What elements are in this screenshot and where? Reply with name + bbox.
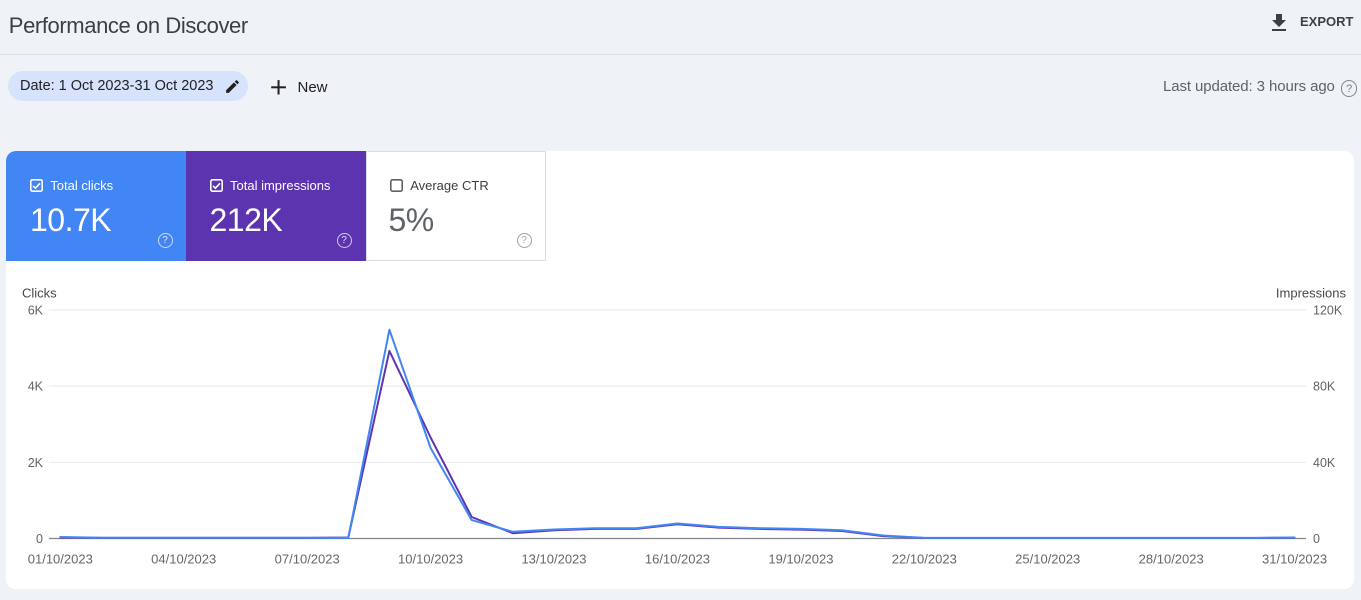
svg-text:Clicks: Clicks bbox=[22, 286, 57, 301]
svg-text:80K: 80K bbox=[1313, 380, 1336, 394]
svg-text:13/10/2023: 13/10/2023 bbox=[521, 552, 586, 567]
svg-text:28/10/2023: 28/10/2023 bbox=[1139, 552, 1204, 567]
svg-text:0: 0 bbox=[1313, 532, 1320, 546]
svg-text:4K: 4K bbox=[28, 380, 44, 394]
svg-text:6K: 6K bbox=[28, 303, 44, 317]
svg-text:31/10/2023: 31/10/2023 bbox=[1262, 552, 1327, 567]
svg-text:19/10/2023: 19/10/2023 bbox=[768, 552, 833, 567]
svg-text:2K: 2K bbox=[28, 456, 44, 470]
svg-text:22/10/2023: 22/10/2023 bbox=[892, 552, 957, 567]
svg-text:40K: 40K bbox=[1313, 456, 1336, 470]
svg-text:10/10/2023: 10/10/2023 bbox=[398, 552, 463, 567]
svg-text:25/10/2023: 25/10/2023 bbox=[1015, 552, 1080, 567]
svg-text:120K: 120K bbox=[1313, 303, 1343, 317]
svg-text:04/10/2023: 04/10/2023 bbox=[151, 552, 216, 567]
svg-text:16/10/2023: 16/10/2023 bbox=[645, 552, 710, 567]
svg-text:01/10/2023: 01/10/2023 bbox=[28, 552, 93, 567]
svg-text:07/10/2023: 07/10/2023 bbox=[275, 552, 340, 567]
svg-text:Impressions: Impressions bbox=[1276, 286, 1347, 301]
svg-text:0: 0 bbox=[36, 532, 43, 546]
